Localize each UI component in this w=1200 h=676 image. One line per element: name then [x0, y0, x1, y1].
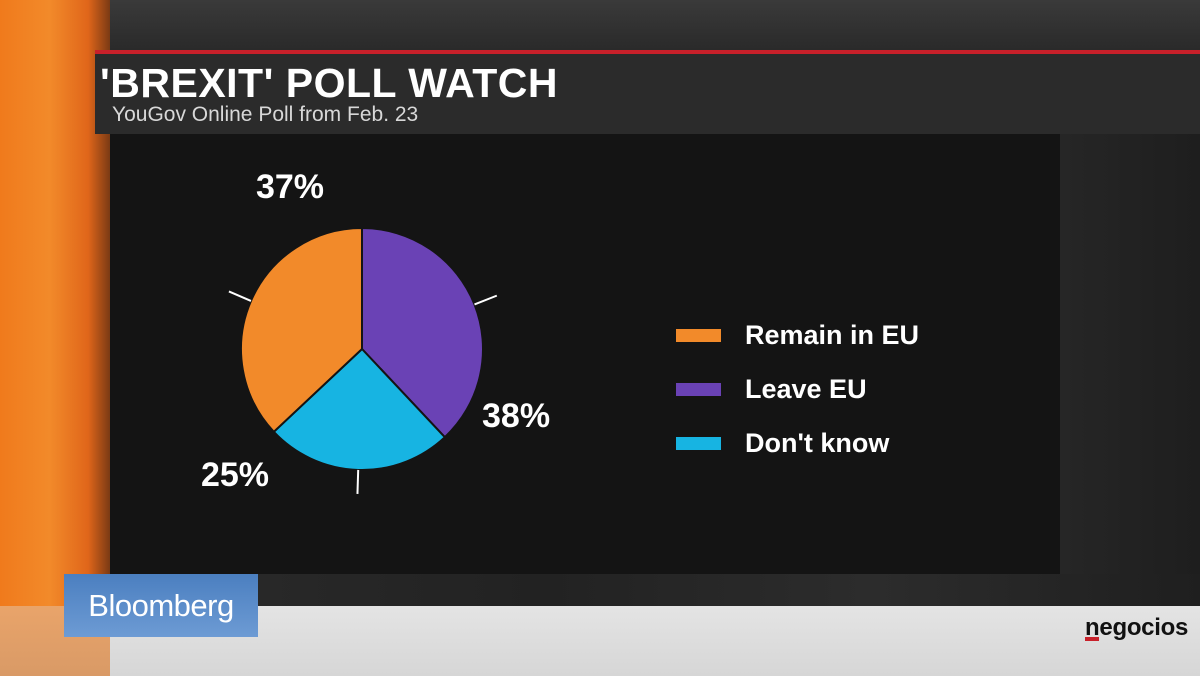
legend-item-remain: Remain in EU [676, 308, 919, 362]
data-label-remain: 37% [256, 168, 324, 206]
chart-subtitle: YouGov Online Poll from Feb. 23 [112, 103, 419, 126]
legend-label-remain: Remain in EU [745, 319, 920, 350]
leader-line-leave [474, 294, 498, 306]
header-red-rule [95, 50, 1200, 54]
legend-item-leave: Leave EU [676, 362, 919, 416]
header-panel [95, 54, 1200, 134]
data-label-leave: 38% [482, 397, 550, 435]
chart-title: 'BREXIT' POLL WATCH [100, 60, 558, 106]
leader-line-dont-know [356, 469, 360, 494]
pie-slice-leave [361, 226, 484, 439]
right-side-panel [1060, 134, 1200, 574]
bloomberg-logo: Bloomberg [64, 574, 258, 637]
pie-slice-dont-know [272, 347, 447, 471]
leader-line-remain [228, 290, 252, 302]
legend-label-dont-know: Don't know [745, 427, 890, 458]
pie-slice-remain [240, 226, 363, 434]
negocios-accent-mark [1085, 637, 1100, 641]
top-strip [110, 0, 1200, 50]
negocios-logo-text: negocios [1085, 614, 1188, 641]
legend-swatch-leave [676, 382, 721, 396]
bloomberg-logo-text: Bloomberg [88, 587, 234, 623]
chart-legend: Remain in EU Leave EU Don't know [676, 308, 919, 470]
legend-swatch-remain [676, 328, 721, 342]
negocios-logo: negocios [1085, 614, 1188, 642]
legend-item-dont-know: Don't know [676, 416, 919, 470]
legend-swatch-dont-know [676, 436, 721, 450]
legend-label-leave: Leave EU [745, 373, 867, 404]
data-label-dont-know: 25% [201, 456, 269, 494]
left-studio-glow [0, 0, 110, 676]
